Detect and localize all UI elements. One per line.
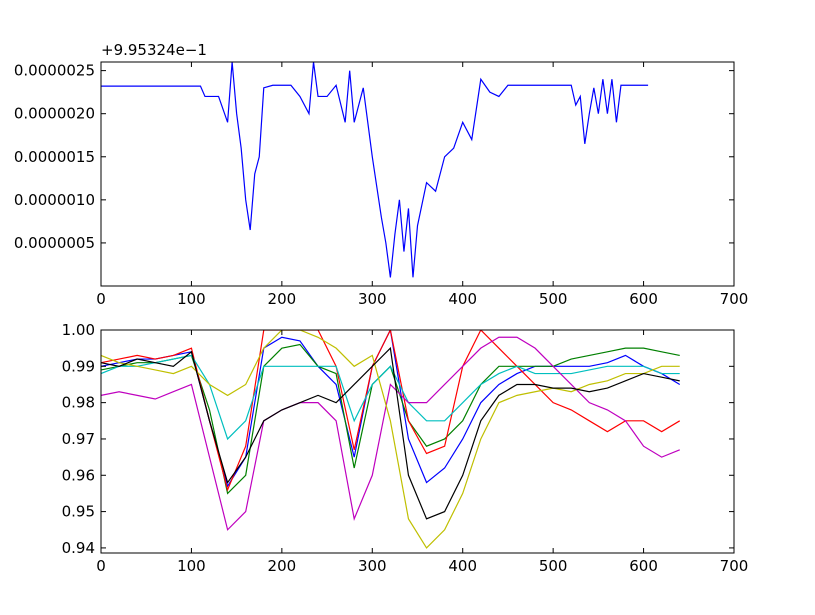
x-tick-label: 600 xyxy=(629,290,658,308)
data-line xyxy=(101,336,680,531)
y-tick-label: 0.96 xyxy=(62,466,95,484)
y-tick-label: 0.99 xyxy=(62,357,95,375)
y-tick-label: 0.98 xyxy=(62,394,95,412)
x-tick-label: 200 xyxy=(268,290,297,308)
data-line xyxy=(101,346,680,520)
x-tick-label: 300 xyxy=(358,557,387,575)
x-tick-label: 700 xyxy=(720,290,749,308)
y-tick-label: 0.94 xyxy=(62,539,95,557)
y-tick-label: 1.00 xyxy=(62,321,95,339)
y-tick-label: 0.95 xyxy=(62,503,95,521)
x-tick-label: 500 xyxy=(539,290,568,308)
x-tick-label: 400 xyxy=(448,557,477,575)
x-tick-label: 0 xyxy=(96,290,106,308)
data-line xyxy=(101,330,680,549)
x-tick-label: 400 xyxy=(448,290,477,308)
y-tick-label: 0.0000025 xyxy=(14,62,95,80)
x-tick-label: 700 xyxy=(720,557,749,575)
x-tick-label: 300 xyxy=(358,290,387,308)
axes-frame xyxy=(100,61,735,287)
y-tick-label: 0.97 xyxy=(62,430,95,448)
x-tick-label: 100 xyxy=(177,557,206,575)
x-tick-label: 0 xyxy=(96,557,106,575)
data-line xyxy=(101,330,681,488)
data-line xyxy=(101,62,649,278)
x-tick-label: 500 xyxy=(539,557,568,575)
y-tick-label: 0.0000015 xyxy=(14,148,95,166)
x-tick-label: 100 xyxy=(177,290,206,308)
axes-frame xyxy=(100,329,735,554)
x-tick-label: 200 xyxy=(268,557,297,575)
y-tick-label: 0.0000020 xyxy=(14,105,95,123)
data-line xyxy=(101,354,680,441)
y-tick-label: 0.0000005 xyxy=(14,234,95,252)
y-tick-label: 0.0000010 xyxy=(14,191,95,209)
offset-text: +9.95324e−1 xyxy=(101,41,207,59)
x-tick-label: 600 xyxy=(629,557,658,575)
